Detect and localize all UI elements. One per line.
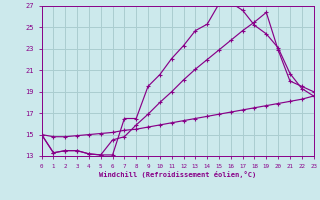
X-axis label: Windchill (Refroidissement éolien,°C): Windchill (Refroidissement éolien,°C) — [99, 171, 256, 178]
